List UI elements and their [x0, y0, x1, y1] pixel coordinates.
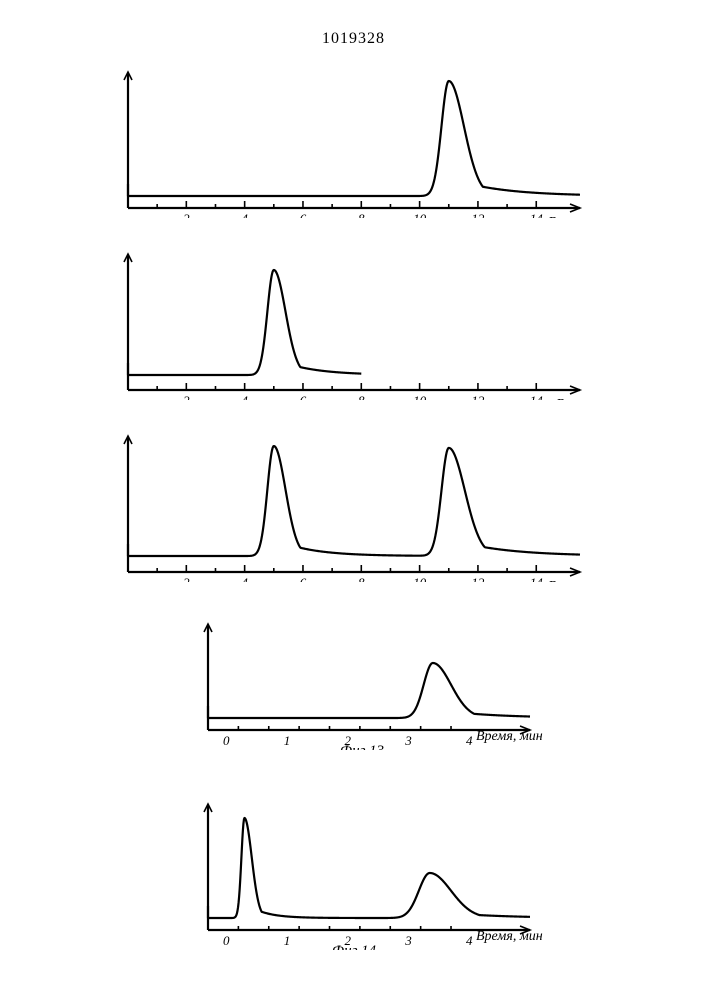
x-tick-label: 3: [404, 733, 412, 748]
x-tick-label: 6: [300, 575, 307, 582]
x-tick-label: 8: [358, 393, 365, 400]
x-tick-label: 8: [358, 575, 365, 582]
x-axis-label: Время, мин: [476, 729, 543, 744]
x-axis-label: Время, мин: [476, 929, 543, 944]
chromatogram-fig14: 01234Время, минФиг.14: [200, 800, 560, 950]
x-tick-label: 6: [300, 211, 307, 218]
x-tick-label: 4: [241, 575, 248, 582]
x-axis-label: Время, мин: [548, 215, 600, 218]
x-tick-label: 3: [404, 933, 412, 948]
x-tick-label: 2: [183, 393, 190, 400]
x-tick-label: 12: [471, 575, 485, 582]
x-tick-label: 1: [284, 933, 291, 948]
x-axis-label: Время, мин: [548, 579, 600, 582]
x-tick-label: 14: [530, 211, 544, 218]
x-tick-label: 10: [413, 393, 427, 400]
figure-caption: Фиг.13: [340, 743, 384, 750]
x-tick-label: 2: [183, 211, 190, 218]
x-tick-label: 12: [471, 211, 485, 218]
x-tick-label: 0: [223, 933, 230, 948]
page-number: 1019328: [322, 30, 385, 48]
x-tick-label: 10: [413, 575, 427, 582]
x-tick-label: 1: [284, 733, 291, 748]
x-tick-label: 12: [471, 393, 485, 400]
x-axis-label: Время, мин: [556, 397, 600, 400]
chromatogram-fig11: 2468101214Время, минФиг.11: [120, 250, 600, 400]
chromatogram-fig10: 2468101214Время, минФиг.10: [120, 68, 600, 218]
x-tick-label: 14: [530, 393, 544, 400]
figure-caption: Фиг.14: [332, 943, 376, 950]
x-tick-label: 2: [183, 575, 190, 582]
x-tick-label: 0: [223, 733, 230, 748]
x-tick-label: 10: [413, 211, 427, 218]
x-tick-label: 14: [530, 575, 544, 582]
x-tick-label: 4: [466, 933, 473, 948]
x-tick-label: 4: [466, 733, 473, 748]
x-tick-label: 6: [300, 393, 307, 400]
x-tick-label: 4: [241, 211, 248, 218]
chromatogram-fig13: 01234Время, минФиг.13: [200, 620, 560, 750]
x-tick-label: 4: [241, 393, 248, 400]
chromatogram-fig12: 2468101214Время, минФиг.12: [120, 432, 600, 582]
x-tick-label: 8: [358, 211, 365, 218]
